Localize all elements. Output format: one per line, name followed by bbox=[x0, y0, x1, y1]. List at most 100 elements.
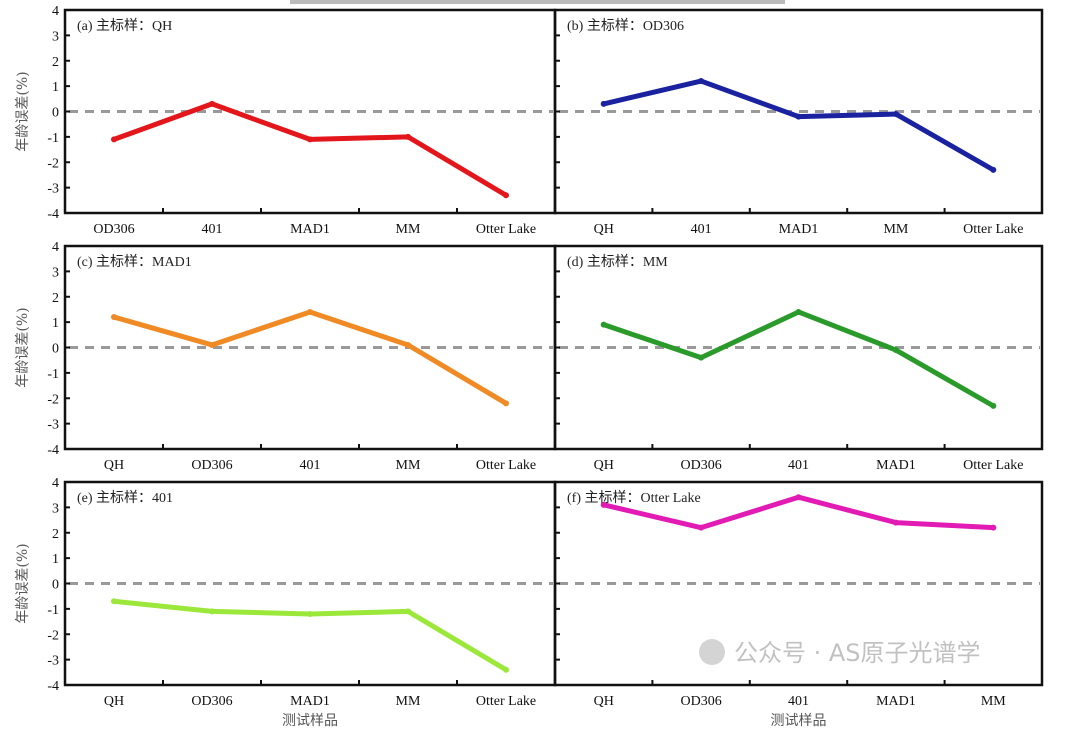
x-tick-label: OD306 bbox=[93, 222, 134, 237]
y-tick-label: 0 bbox=[52, 342, 59, 357]
x-tick-label: 401 bbox=[300, 458, 321, 473]
data-point bbox=[111, 136, 117, 143]
y-tick-label: -4 bbox=[47, 679, 59, 694]
y-tick-label: -1 bbox=[47, 603, 59, 618]
y-tick-label: 4 bbox=[52, 240, 59, 255]
series-line bbox=[603, 78, 995, 173]
y-tick-label: -1 bbox=[47, 131, 59, 146]
data-point bbox=[307, 610, 313, 617]
y-tick-label: -2 bbox=[47, 392, 59, 407]
x-tick-label: 401 bbox=[788, 458, 809, 473]
x-tick-label: MAD1 bbox=[779, 222, 819, 237]
x-tick-label: 401 bbox=[691, 222, 712, 237]
data-point bbox=[307, 308, 313, 315]
x-tick-label: Otter Lake bbox=[963, 222, 1023, 237]
x-tick-label: MAD1 bbox=[290, 694, 330, 709]
data-point bbox=[111, 598, 117, 605]
x-tick-label: QH bbox=[594, 222, 614, 237]
y-tick-label: 1 bbox=[52, 316, 59, 331]
series-line bbox=[113, 101, 508, 198]
panel-title: (e) 主标样：401 bbox=[77, 490, 173, 506]
x-tick-label: Otter Lake bbox=[476, 222, 536, 237]
panel-c: -4 -3 -2 -1 0 1 2 3 4 QH OD306 401 MM Otter Lake (c) 主… bbox=[15, 240, 557, 473]
data-point bbox=[405, 608, 411, 615]
data-point bbox=[892, 519, 899, 526]
data-point bbox=[990, 524, 997, 531]
data-point bbox=[111, 314, 117, 321]
data-point bbox=[698, 524, 705, 531]
y-axis-label: 年龄误差(%) bbox=[15, 543, 31, 623]
series-line bbox=[602, 309, 995, 409]
data-point bbox=[307, 136, 313, 143]
y-tick-label: -2 bbox=[47, 156, 59, 171]
x-tick-label: MAD1 bbox=[876, 694, 916, 709]
data-point bbox=[990, 402, 997, 409]
data-point bbox=[990, 166, 997, 173]
y-tick-label: -4 bbox=[47, 443, 59, 458]
x-tick-label: MM bbox=[396, 458, 421, 473]
y-tick-label: -3 bbox=[47, 654, 59, 669]
x-tick-label: 401 bbox=[788, 694, 809, 709]
y-tick-label: -3 bbox=[47, 182, 59, 197]
data-point bbox=[892, 111, 899, 118]
y-tick-label: 0 bbox=[52, 106, 59, 121]
data-point bbox=[209, 341, 215, 348]
y-tick-label: 1 bbox=[52, 80, 59, 95]
data-point bbox=[209, 608, 215, 615]
x-tick-label: QH bbox=[594, 458, 614, 473]
data-point bbox=[795, 494, 802, 501]
y-tick-label: -4 bbox=[47, 207, 59, 222]
panel-title: (f) 主标样：Otter Lake bbox=[567, 490, 701, 506]
y-tick-label: 2 bbox=[52, 291, 59, 306]
top-strip bbox=[290, 0, 785, 4]
data-point bbox=[698, 354, 705, 361]
y-tick-label: 4 bbox=[52, 4, 59, 19]
y-tick-label: 2 bbox=[52, 55, 59, 70]
x-tick-label: MAD1 bbox=[876, 458, 916, 473]
data-point bbox=[600, 100, 607, 107]
x-tick-label: OD306 bbox=[191, 458, 232, 473]
panel-title: (d) 主标样：MM bbox=[567, 254, 668, 270]
watermark: 公众号 · AS原子光谱学 bbox=[734, 639, 981, 667]
y-tick-label: 4 bbox=[52, 476, 59, 491]
data-point bbox=[209, 100, 215, 107]
data-point bbox=[600, 321, 607, 328]
x-tick-label: QH bbox=[104, 694, 124, 709]
panel-e: -4 -3 -2 -1 0 1 2 3 4 QH OD306 MAD1 MM Otter Lake (e) … bbox=[15, 476, 557, 729]
y-tick-label: 3 bbox=[52, 501, 59, 516]
data-point bbox=[698, 78, 705, 85]
x-tick-label: MM bbox=[883, 222, 908, 237]
y-tick-label: 3 bbox=[52, 29, 59, 44]
y-axis-label: 年龄误差(%) bbox=[15, 307, 31, 387]
x-tick-label: Otter Lake bbox=[476, 694, 536, 709]
data-point bbox=[503, 192, 509, 199]
panel-d: QH OD306 401 MAD1 Otter Lake (d) 主标样：MM bbox=[553, 244, 1044, 473]
x-tick-label: 401 bbox=[202, 222, 223, 237]
x-tick-label: OD306 bbox=[191, 694, 232, 709]
x-tick-label: Otter Lake bbox=[963, 458, 1023, 473]
panel-a: -4 -3 -2 -1 0 1 2 3 4 OD306 401 MAD1 MM Otter Lake (a)… bbox=[15, 4, 557, 237]
data-point bbox=[405, 133, 411, 140]
y-tick-label: 2 bbox=[52, 527, 59, 542]
data-point bbox=[892, 347, 899, 354]
x-tick-label: MM bbox=[981, 694, 1006, 709]
data-point bbox=[503, 400, 509, 407]
x-tick-label: QH bbox=[104, 458, 124, 473]
data-point bbox=[600, 501, 607, 508]
y-tick-label: 3 bbox=[52, 265, 59, 280]
x-tick-label: QH bbox=[594, 694, 614, 709]
x-axis-label: 测试样品 bbox=[771, 713, 827, 729]
panel-b: QH 401 MAD1 MM Otter Lake (b) 主标样：OD306 bbox=[553, 8, 1044, 237]
data-point bbox=[795, 308, 802, 315]
panel-f: QH OD306 401 MAD1 MM (f) 主标样：Otter Lake 测试样品 bbox=[553, 480, 1044, 729]
x-tick-label: MM bbox=[396, 222, 421, 237]
x-tick-label: OD306 bbox=[680, 458, 721, 473]
data-point bbox=[795, 113, 802, 120]
x-axis-label: 测试样品 bbox=[282, 713, 338, 729]
panel-title: (b) 主标样：OD306 bbox=[567, 18, 684, 34]
series-line bbox=[113, 309, 508, 406]
y-tick-label: 0 bbox=[52, 578, 59, 593]
panel-title: (c) 主标样：MAD1 bbox=[77, 254, 192, 270]
x-tick-label: MAD1 bbox=[290, 222, 330, 237]
y-tick-label: 1 bbox=[52, 552, 59, 567]
